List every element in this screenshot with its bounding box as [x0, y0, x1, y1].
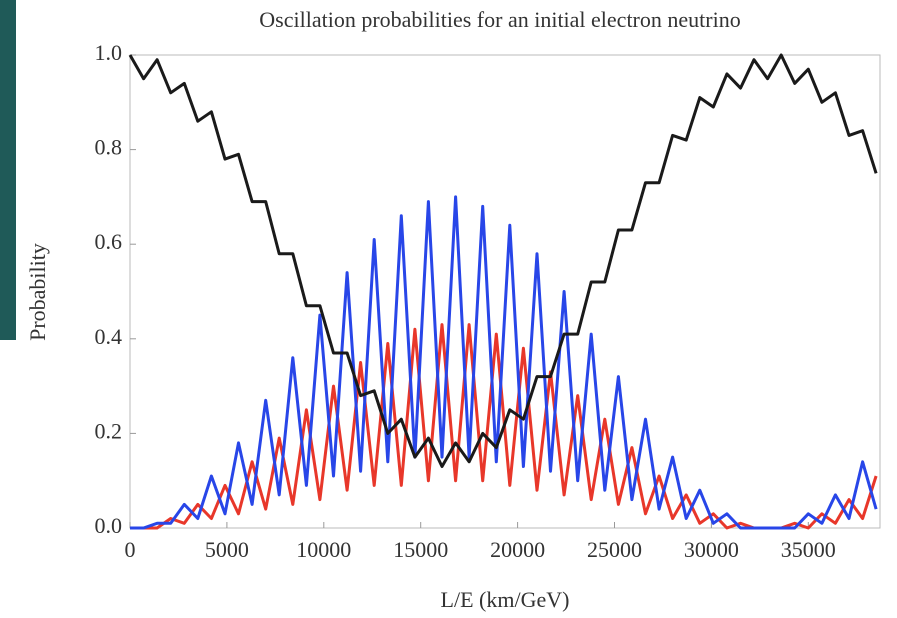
x-tick-label: 30000 — [684, 537, 739, 562]
y-tick-label: 1.0 — [95, 40, 123, 65]
y-tick-label: 0.0 — [95, 513, 123, 538]
background-image-edge — [0, 0, 16, 340]
x-tick-label: 25000 — [587, 537, 642, 562]
x-axis-label: L/E (km/GeV) — [441, 587, 570, 612]
series-line — [130, 195, 878, 530]
series-line — [128, 53, 878, 468]
x-tick-label: 20000 — [490, 537, 545, 562]
y-tick-label: 0.8 — [95, 135, 123, 160]
x-tick-label: 35000 — [781, 537, 836, 562]
y-tick-label: 0.6 — [95, 229, 123, 254]
plot-frame — [129, 54, 881, 529]
x-tick-label: 5000 — [205, 537, 249, 562]
y-tick-label: 0.4 — [95, 324, 123, 349]
y-axis-label: Probability — [25, 243, 50, 341]
chart-title: Oscillation probabilities for an initial… — [259, 7, 740, 32]
y-tick-label: 0.2 — [95, 418, 123, 443]
x-tick-label: 10000 — [296, 537, 351, 562]
x-tick-label: 0 — [125, 537, 136, 562]
x-tick-label: 15000 — [393, 537, 448, 562]
